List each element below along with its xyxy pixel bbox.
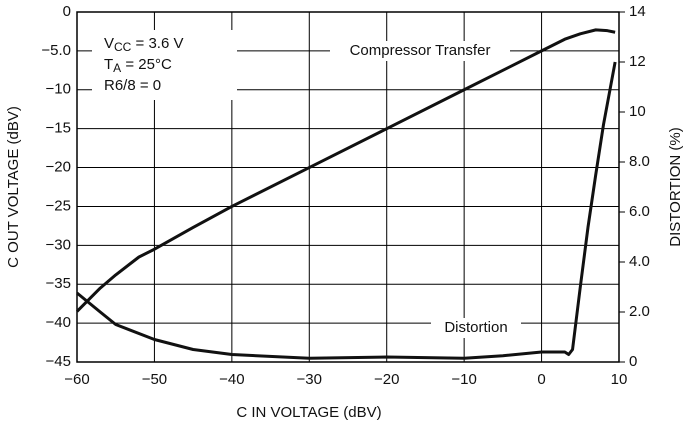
y-tick-label: 0 [63,3,71,20]
x-tick-label: −60 [64,371,89,388]
annotation: R6/8 = 0 [104,77,161,94]
x-tick-label: 0 [537,371,545,388]
annotation-part: R6/8 = 0 [104,77,161,94]
x-axis-label: C IN VOLTAGE (dBV) [236,404,381,421]
y2-tick-label: 10 [629,103,646,120]
x-tick-label: −20 [374,371,399,388]
y2-axis-label: DISTORTION (%) [667,127,684,246]
x-tick-label: −10 [451,371,476,388]
series-label: Distortion [444,319,507,336]
y-tick-label: −5.0 [41,42,71,59]
x-tick-label: −30 [297,371,322,388]
annotation-part: = 25°C [121,56,172,73]
y2-tick-label: 4.0 [629,253,650,270]
y-tick-label: −35 [46,275,71,292]
series-label: Compressor Transfer [350,42,491,59]
y2-tick-label: 0 [629,353,637,370]
annotation-part: CC [114,40,132,54]
x-tick-label: −50 [142,371,167,388]
y2-tick-label: 6.0 [629,203,650,220]
annotation-part: T [104,56,113,73]
y-tick-label: −15 [46,120,71,137]
annotation-bg [92,30,237,100]
y2-tick-label: 2.0 [629,303,650,320]
y-tick-label: −45 [46,353,71,370]
annotation-part: V [104,35,114,52]
y-tick-label: −25 [46,197,71,214]
x-tick-label: 10 [611,371,628,388]
y-tick-label: −10 [46,81,71,98]
annotation-part: A [113,61,121,75]
y2-tick-label: 12 [629,53,646,70]
annotation: VCC = 3.6 V [104,35,183,54]
y-tick-label: −40 [46,314,71,331]
series-label-bg [330,41,510,61]
y2-tick-label: 14 [629,3,646,20]
series-label-bg [431,318,521,338]
y-axis-label: C OUT VOLTAGE (dBV) [5,106,22,268]
series-line [75,28,616,313]
y-tick-label: −20 [46,159,71,176]
y2-tick-label: 8.0 [629,153,650,170]
y-tick-label: −30 [46,236,71,253]
annotation: TA = 25°C [104,56,172,75]
plot-frame [76,11,620,363]
series-line [76,61,617,360]
annotation-part: = 3.6 V [131,35,183,52]
x-tick-label: −40 [219,371,244,388]
